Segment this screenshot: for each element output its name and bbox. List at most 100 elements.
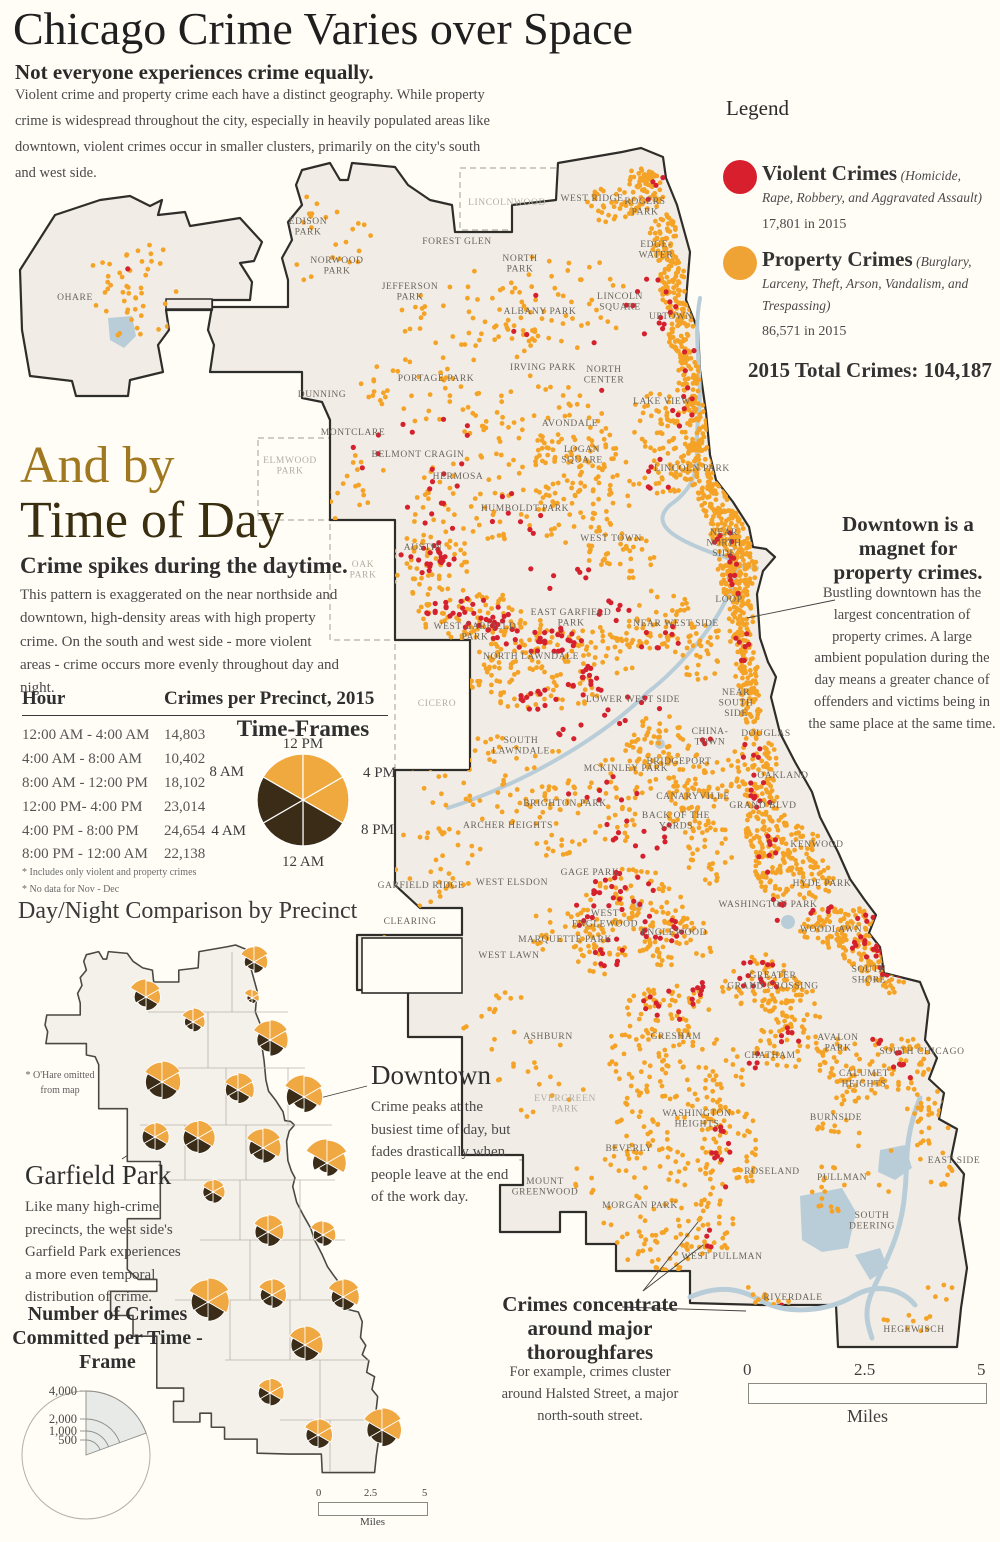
crime-dot (451, 461, 456, 467)
crime-dot (420, 540, 425, 546)
crime-dot (556, 1279, 562, 1285)
crime-dot (669, 1016, 675, 1021)
crime-dot (407, 359, 413, 365)
crime-dot (704, 1094, 710, 1100)
crime-dot (460, 587, 466, 593)
crime-dot (797, 892, 803, 897)
crime-dot (357, 502, 362, 508)
crime-dot (548, 527, 554, 532)
crime-dot (688, 476, 693, 482)
crime-dot (600, 659, 606, 665)
crime-dot (634, 1155, 640, 1161)
crime-dot (728, 549, 734, 555)
crime-dot (528, 566, 534, 572)
crime-dot (542, 669, 547, 675)
crime-dot (483, 602, 489, 608)
crime-dot (690, 1001, 696, 1007)
crime-dot (696, 478, 702, 484)
crime-dot (862, 938, 868, 944)
crime-dot (745, 675, 751, 681)
crime-dot (489, 682, 494, 688)
crime-dot (447, 597, 453, 603)
crime-dot (577, 487, 583, 493)
crime-dot (586, 652, 591, 657)
crime-dot (669, 997, 675, 1003)
crime-dot (688, 857, 694, 863)
crime-dot (697, 820, 702, 826)
crime-dot (648, 740, 654, 746)
crime-dot (606, 212, 611, 218)
crime-dot (553, 786, 558, 791)
crime-dot (477, 608, 483, 614)
crime-dot (657, 1164, 663, 1169)
crime-dot (665, 284, 670, 290)
crime-dot (873, 953, 879, 959)
crime-dot (588, 640, 594, 645)
crime-dot (738, 1075, 744, 1080)
crime-dot (366, 394, 372, 400)
crime-dot (483, 739, 488, 745)
crime-dot (684, 323, 690, 329)
crime-dot (706, 786, 712, 791)
crime-dot (721, 572, 726, 578)
crime-dot (548, 1074, 553, 1080)
crime-dot (580, 1087, 586, 1092)
crime-dot (700, 1208, 706, 1214)
crime-dot (696, 490, 702, 496)
crime-dot (750, 619, 756, 625)
crime-dot (759, 791, 765, 797)
crime-dot (607, 276, 613, 282)
crime-dot (630, 817, 635, 823)
crime-dot (512, 696, 517, 702)
crime-dot (623, 214, 628, 220)
crime-dot (657, 456, 663, 462)
crime-dot (887, 960, 893, 966)
crime-dot (727, 1149, 733, 1155)
crime-dot (819, 1196, 825, 1201)
map-label: BELMONT CRAGIN (372, 450, 465, 460)
crime-dot (428, 534, 434, 540)
crime-dot (459, 461, 465, 467)
crime-dot (439, 735, 444, 741)
crime-dot (466, 330, 472, 336)
crime-dot (374, 364, 380, 370)
crime-dot (467, 798, 473, 803)
crime-dot (638, 1109, 643, 1115)
crime-dot (608, 1222, 614, 1228)
crime-dot (822, 1189, 828, 1194)
crime-dot (597, 890, 603, 896)
crime-dot (757, 708, 763, 713)
crime-dot (689, 1244, 694, 1249)
crime-dot (755, 754, 762, 760)
crime-dot (456, 617, 462, 623)
crime-dot (700, 984, 706, 990)
crime-dot (856, 1143, 861, 1149)
crime-dot (804, 1012, 810, 1018)
crime-dot (465, 404, 471, 410)
crime-dot (606, 815, 612, 821)
crime-dot (766, 755, 772, 761)
crime-dot (622, 717, 628, 724)
crime-dot (503, 773, 508, 778)
crime-dot (681, 1064, 686, 1070)
crime-dot (676, 993, 682, 999)
crime-dot (614, 958, 621, 964)
crime-dot (496, 995, 502, 1001)
crime-dot (798, 998, 803, 1003)
crime-dot (773, 1033, 778, 1039)
crime-dot (753, 785, 759, 791)
crime-dot (505, 704, 511, 709)
crime-dot (501, 632, 507, 638)
crime-dot (723, 1058, 729, 1063)
crime-dot (819, 1184, 824, 1190)
crime-dot (630, 867, 636, 873)
crime-dot (439, 587, 445, 592)
crime-dot (560, 726, 566, 733)
crime-dot (773, 761, 779, 767)
crime-dot (673, 801, 678, 807)
crime-dot (756, 854, 762, 860)
crime-dot (330, 255, 335, 260)
crime-dot (714, 850, 720, 855)
crime-dot (920, 1138, 926, 1144)
crime-dot (496, 598, 501, 604)
